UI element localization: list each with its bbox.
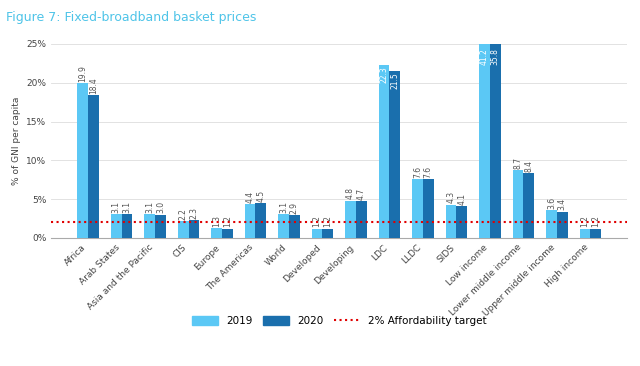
Text: 8.7: 8.7	[513, 157, 522, 169]
Bar	[222, 229, 233, 238]
Bar	[155, 214, 166, 238]
Bar	[456, 206, 467, 238]
Bar	[524, 173, 534, 238]
Text: 3.6: 3.6	[547, 197, 556, 209]
Text: 1.2: 1.2	[312, 216, 322, 227]
Text: 19.9: 19.9	[78, 66, 87, 82]
Text: 3.4: 3.4	[557, 198, 566, 210]
Bar	[479, 44, 490, 238]
Text: 4.7: 4.7	[356, 188, 366, 200]
Text: 4.4: 4.4	[246, 190, 255, 203]
Text: 2.2: 2.2	[179, 208, 188, 220]
Text: 41.2: 41.2	[480, 48, 489, 64]
Bar	[412, 179, 423, 238]
Text: 2.3: 2.3	[189, 207, 198, 219]
Bar	[513, 171, 524, 238]
Bar	[312, 229, 323, 238]
Text: 4.5: 4.5	[257, 190, 266, 202]
Legend: 2019, 2020, 2% Affordability target: 2019, 2020, 2% Affordability target	[191, 315, 487, 326]
Bar	[557, 212, 568, 238]
Bar	[546, 210, 557, 238]
Text: 2.9: 2.9	[290, 202, 299, 214]
Bar	[278, 214, 289, 238]
Text: 3.1: 3.1	[145, 201, 154, 213]
Bar	[145, 214, 155, 238]
Text: 3.0: 3.0	[156, 201, 165, 213]
Bar	[389, 71, 400, 238]
Text: 18.4: 18.4	[89, 77, 98, 94]
Text: 3.1: 3.1	[112, 201, 121, 213]
Bar	[356, 201, 367, 238]
Bar	[423, 179, 434, 238]
Bar	[255, 203, 266, 238]
Text: 4.3: 4.3	[447, 191, 456, 203]
Bar	[445, 205, 456, 238]
Text: 7.6: 7.6	[424, 166, 433, 178]
Text: 4.8: 4.8	[346, 187, 355, 199]
Text: 3.1: 3.1	[122, 201, 131, 213]
Text: 21.5: 21.5	[390, 72, 399, 89]
Text: 22.3: 22.3	[380, 66, 388, 83]
Bar	[323, 229, 333, 238]
Bar	[211, 228, 222, 238]
Bar	[111, 214, 122, 238]
Text: 1.2: 1.2	[323, 216, 332, 227]
Text: 7.6: 7.6	[413, 166, 422, 178]
Bar	[289, 216, 300, 238]
Bar	[379, 65, 389, 238]
Bar	[490, 44, 500, 238]
Text: 1.2: 1.2	[580, 216, 589, 227]
Bar	[590, 229, 601, 238]
Bar	[88, 95, 99, 238]
Bar	[77, 83, 88, 238]
Text: 8.4: 8.4	[524, 160, 533, 172]
Y-axis label: % of GNI per capita: % of GNI per capita	[12, 97, 20, 185]
Text: 3.1: 3.1	[279, 201, 288, 213]
Text: 35.8: 35.8	[491, 48, 500, 65]
Text: 1.2: 1.2	[591, 216, 600, 227]
Bar	[178, 221, 189, 238]
Text: 1.3: 1.3	[212, 214, 221, 227]
Bar	[244, 204, 255, 238]
Bar	[345, 201, 356, 238]
Bar	[122, 214, 132, 238]
Text: Figure 7: Fixed-broadband basket prices: Figure 7: Fixed-broadband basket prices	[6, 11, 257, 24]
Bar	[580, 229, 590, 238]
Bar	[189, 220, 199, 238]
Text: 4.1: 4.1	[457, 193, 466, 205]
Text: 1.2: 1.2	[223, 216, 232, 227]
